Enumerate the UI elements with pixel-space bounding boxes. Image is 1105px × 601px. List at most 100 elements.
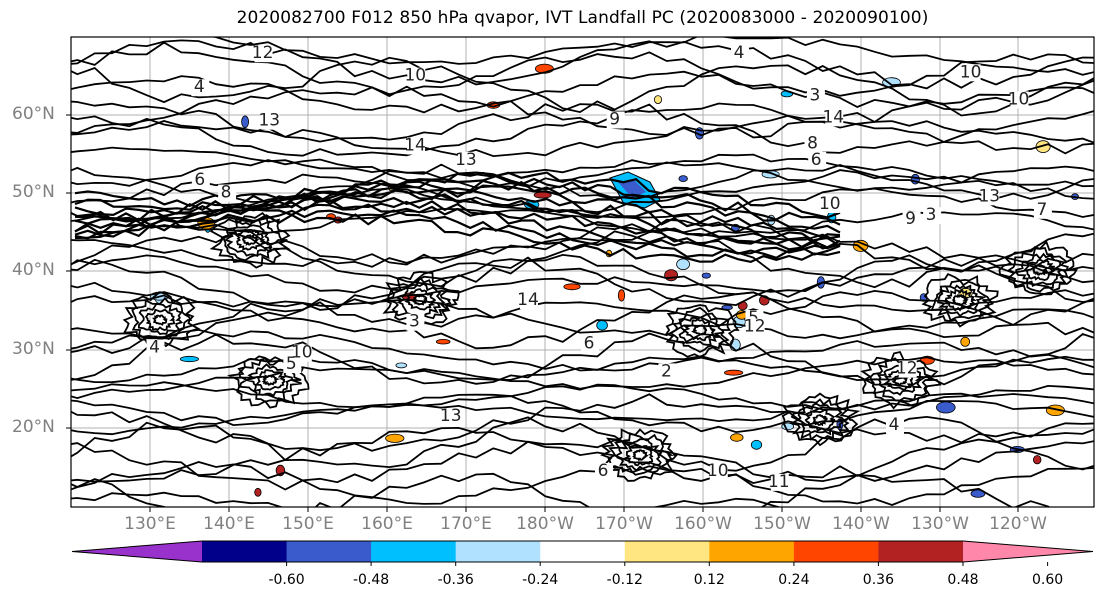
shading-patch [701, 272, 711, 279]
contour-line [804, 408, 836, 432]
contour-line [71, 111, 1094, 158]
contour-label-bg [191, 172, 210, 189]
contour-label: 10 [707, 461, 729, 481]
shading-patch [179, 355, 199, 363]
contour-label: 9 [609, 110, 620, 130]
contour-line [607, 432, 675, 476]
contour-label: 10 [819, 194, 841, 214]
contour-label-bg [709, 462, 728, 480]
contour-line [71, 393, 1094, 452]
colorbar-segment [793, 541, 879, 562]
contour-label-bg [606, 111, 625, 129]
colorbar-extend-high [963, 541, 1093, 562]
contour-label-bg [898, 360, 917, 378]
contour-line [71, 158, 1094, 192]
contour-label: 8 [807, 134, 818, 154]
shading-patch [750, 439, 763, 450]
colorbar-segment [540, 541, 626, 562]
contour-label: 4 [194, 77, 205, 97]
colorbar-segment [624, 541, 710, 562]
contour-line [71, 294, 1094, 340]
colorbar [71, 540, 1094, 566]
contour-line [74, 175, 841, 226]
contour-label: 7 [1036, 200, 1047, 220]
contour-line [254, 369, 288, 391]
contour-label: 8 [221, 183, 232, 203]
contour-label-bg [407, 137, 425, 155]
lon-ticks [149, 507, 1019, 512]
contour-line [411, 294, 428, 306]
contour-line [144, 308, 176, 331]
contour-line [71, 291, 1094, 354]
lat-label: 30°N [12, 339, 55, 359]
shading-patch [254, 487, 262, 497]
contour-label-bg [770, 473, 789, 491]
contour-line [811, 414, 829, 427]
lat-label: 50°N [12, 182, 55, 202]
contour-label-bg [825, 109, 844, 127]
contour-label: 3 [926, 205, 937, 225]
graticule [71, 37, 1094, 507]
contour-line [71, 169, 1094, 214]
contour-label: 10 [1008, 89, 1030, 109]
contour-label: 3 [409, 312, 420, 332]
contour-label: 14 [517, 290, 539, 310]
colorbar-tick-label: -0.60 [268, 572, 305, 588]
contour-label: 10 [960, 62, 982, 82]
lon-label: 180°W [516, 514, 574, 534]
contour-line [180, 37, 1094, 76]
contour-label: 5 [286, 354, 297, 374]
contour-label: 9 [905, 209, 916, 229]
contour-label: 5 [748, 308, 759, 328]
contour-line [71, 355, 1094, 384]
contour-line [261, 374, 281, 386]
contour-line [241, 233, 260, 247]
contour-label: 12 [744, 317, 766, 337]
shading-patch [596, 320, 608, 331]
contour-label-bg [821, 196, 840, 213]
contour-label-bg [595, 463, 613, 480]
contour-line [616, 438, 663, 472]
contour-line [131, 296, 193, 343]
shading-patch [654, 95, 663, 104]
contour-line [998, 240, 1078, 296]
contour-line [71, 102, 1094, 157]
colorbar-segment [878, 541, 964, 562]
colorbar-segment [202, 541, 288, 562]
shading-patch [664, 269, 678, 282]
contour-line [860, 350, 942, 410]
contour-label: 3 [809, 86, 820, 106]
contour-line [669, 306, 731, 353]
colorbar-tick-label: -0.24 [522, 572, 559, 588]
contour-line [71, 472, 1051, 507]
contour-label-bg [1033, 201, 1052, 219]
contour-label: 6 [598, 461, 609, 481]
contour-line [71, 332, 1094, 389]
contour-line [796, 402, 846, 436]
contour-line [74, 179, 841, 234]
contour-line [691, 324, 708, 336]
contour-label: 6 [584, 333, 595, 353]
colorbar-segment [371, 541, 457, 562]
contour-line [781, 392, 861, 447]
shading-patch [935, 401, 956, 414]
colorbar-tick-label: 0.60 [1032, 572, 1064, 588]
shading-patch [723, 369, 744, 376]
contour-line [665, 304, 740, 359]
contour-label-bg [191, 79, 210, 97]
contour-line [1032, 263, 1049, 276]
contour-line [74, 203, 841, 255]
contour-label: 6 [194, 170, 205, 190]
contour-line [71, 85, 1094, 139]
contour-label: 13 [440, 406, 462, 426]
shading-patch [960, 336, 971, 347]
colorbar-segment [286, 541, 372, 562]
map-frame [70, 36, 1095, 508]
map-title: 2020082700 F012 850 hPa qvapor, IVT Land… [236, 8, 929, 28]
shading-patch [1032, 455, 1042, 465]
contour-labels: 3 3 4 5 4 6 6 6 6 4 2 3 4 8 5 8 7 9 10 14 10 9 10 11 12 13 10 10 10 1… [146, 43, 1052, 492]
contour-line [404, 288, 436, 311]
colorbar-tick-label: -0.48 [352, 572, 390, 588]
contour-label-bg [962, 64, 981, 82]
contour-label-bg [746, 318, 765, 336]
